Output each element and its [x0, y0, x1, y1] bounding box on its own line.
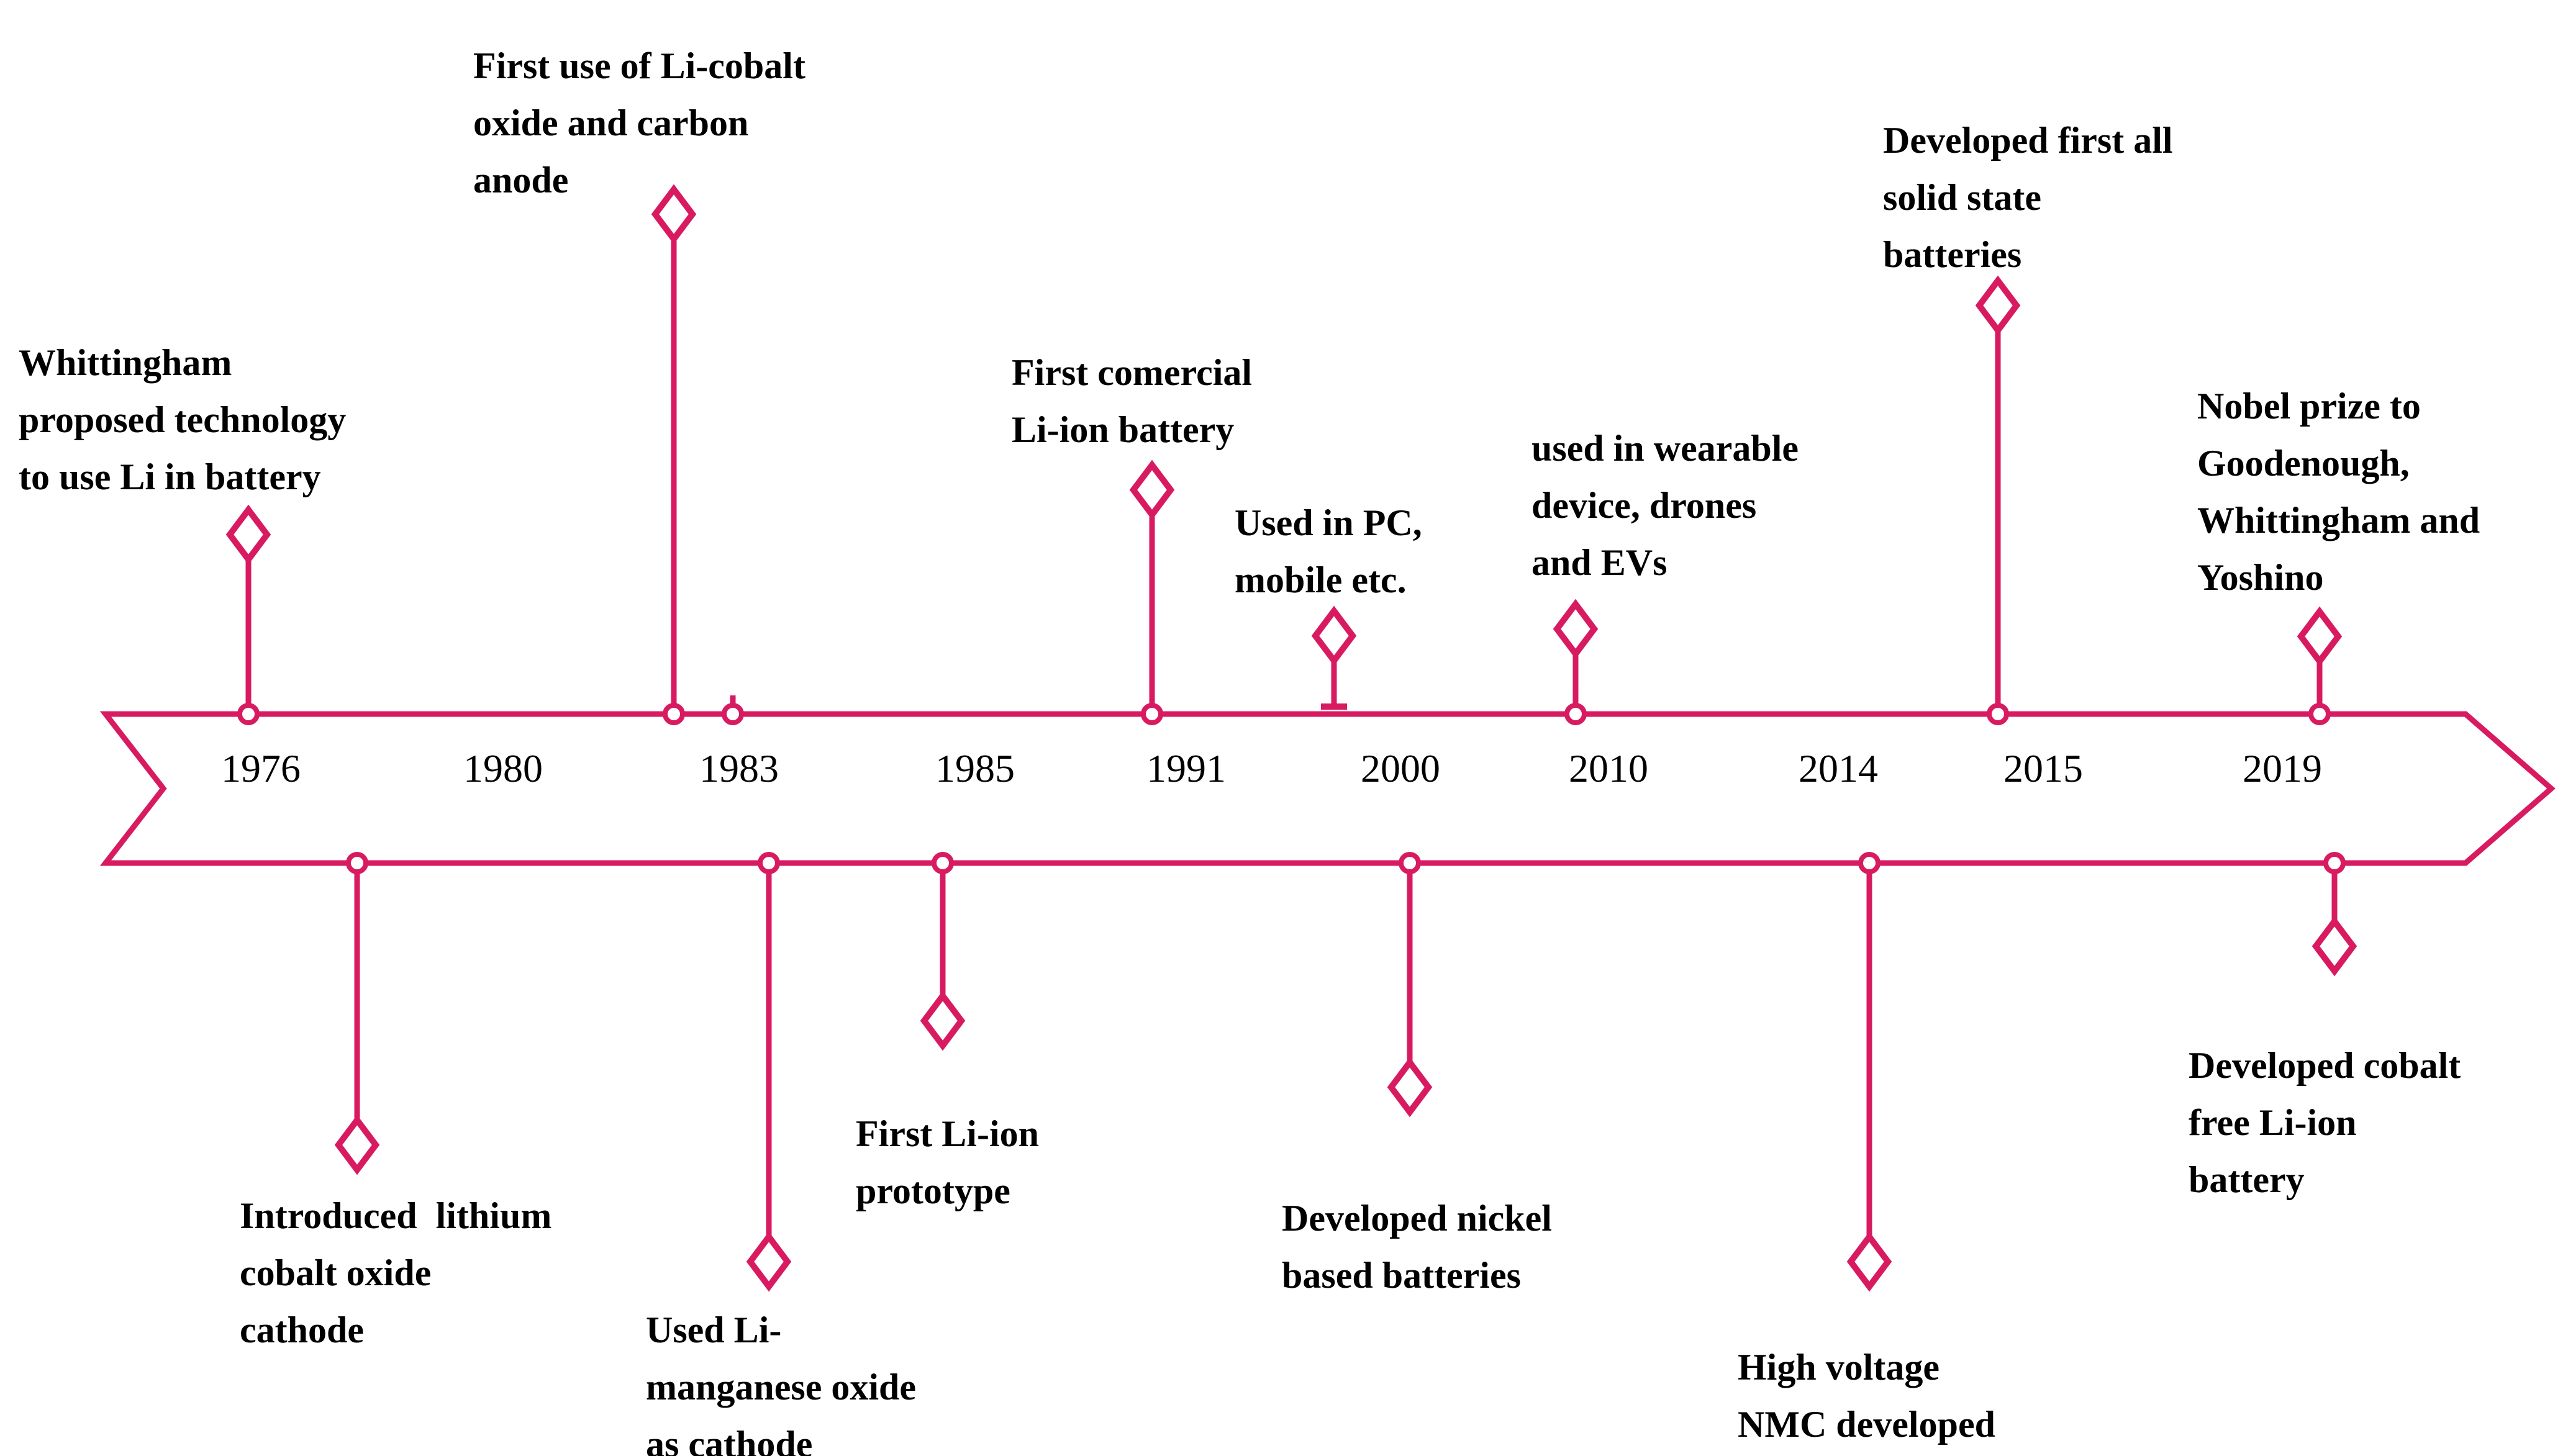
- connector-circle: [1141, 703, 1163, 725]
- event-text-line: NMC developed: [1738, 1404, 1995, 1445]
- event-text-line: to use Li in battery: [19, 456, 321, 497]
- year-label-2000: 2000: [1361, 746, 1440, 790]
- event-2010-wearable-drones-evs: used in wearable device, drones and EVs: [1531, 420, 1799, 591]
- event-text-line: battery: [2189, 1159, 2305, 1200]
- event-marker-diamond-2019-bottom: [2312, 916, 2357, 977]
- event-2015-solid-state: Developed first all solid state batterie…: [1883, 112, 2173, 283]
- event-text-line: Introduced lithium: [240, 1195, 552, 1236]
- connector-circle: [758, 852, 780, 874]
- event-text-line: anode: [473, 160, 569, 201]
- event-marker-diamond-1983-top: [651, 184, 697, 245]
- year-label-1983: 1983: [699, 746, 779, 790]
- event-text-line: manganese oxide: [646, 1367, 916, 1408]
- year-label-2019: 2019: [2243, 746, 2322, 790]
- connector-circle: [237, 703, 260, 725]
- stem-foot: [1321, 703, 1347, 710]
- event-text-line: High voltage: [1738, 1347, 1940, 1388]
- event-1985-first-prototype: First Li-ion prototype: [856, 1105, 1039, 1219]
- event-1983-li-manganese-cathode: Used Li- manganese oxide as cathode: [646, 1301, 916, 1456]
- event-text-line: cobalt oxide: [240, 1252, 432, 1293]
- connector-circle: [2308, 703, 2331, 725]
- event-text-line: free Li-ion: [2189, 1102, 2357, 1143]
- event-2019-nobel-prize: Nobel prize to Goodenough, Whittingham a…: [2197, 378, 2480, 606]
- event-text-line: Goodenough,: [2197, 443, 2410, 484]
- event-text-line: used in wearable: [1531, 428, 1799, 469]
- connector-circle: [932, 852, 954, 874]
- event-2014-high-voltage-nmc: High voltage NMC developed: [1738, 1339, 1995, 1453]
- connector-circle: [1858, 852, 1881, 874]
- event-text-line: solid state: [1883, 177, 2041, 218]
- event-text-line: Developed cobalt: [2189, 1045, 2461, 1086]
- year-label-2014: 2014: [1799, 746, 1878, 790]
- year-label-2010: 2010: [1569, 746, 1648, 790]
- event-marker-diamond-1985: [920, 990, 966, 1051]
- event-used-in-pc-mobile: Used in PC, mobile etc.: [1235, 494, 1422, 608]
- event-2000-nickel-batteries: Developed nickel based batteries: [1282, 1190, 1552, 1304]
- event-text-line: proposed technology: [19, 399, 347, 440]
- year-label-1980: 1980: [463, 746, 543, 790]
- event-text-line: Developed first all: [1883, 120, 2173, 161]
- year-label-1991: 1991: [1146, 746, 1226, 790]
- event-text-line: Used Li-: [646, 1309, 782, 1350]
- event-marker-diamond-2014: [1846, 1231, 1892, 1292]
- event-text-line: Whittingham and: [2197, 500, 2480, 541]
- event-1976-whittingham-proposal: Whittingham proposed technology to use L…: [19, 334, 346, 505]
- event-marker-diamond-2010: [1553, 599, 1599, 659]
- connector-circle: [722, 703, 744, 725]
- event-text-line: Li-ion battery: [1012, 409, 1235, 450]
- event-2019-cobalt-free: Developed cobalt free Li-ion battery: [2189, 1037, 2461, 1208]
- event-text-line: First Li-ion: [856, 1113, 1039, 1154]
- timeline-band: [99, 711, 2556, 866]
- event-text-line: Nobel prize to: [2197, 386, 2421, 427]
- connector-circle: [1564, 703, 1587, 725]
- event-text-line: cathode: [240, 1309, 364, 1350]
- year-label-2015: 2015: [2003, 746, 2083, 790]
- event-marker-diamond-2015: [1975, 275, 2021, 336]
- event-marker-diamond-1991: [1129, 459, 1175, 520]
- year-label-1985: 1985: [935, 746, 1015, 790]
- event-marker-diamond-1980-bottom: [334, 1115, 380, 1175]
- event-marker-diamond-1976: [225, 504, 271, 565]
- connector-circle: [1399, 852, 1421, 874]
- event-text-line: Yoshino: [2197, 557, 2324, 598]
- connector-circle: [1987, 703, 2009, 725]
- event-text-line: First use of Li-cobalt: [473, 45, 805, 86]
- year-label-1976: 1976: [221, 746, 301, 790]
- event-text-line: batteries: [1883, 234, 2022, 275]
- event-text-line: based batteries: [1282, 1255, 1521, 1296]
- event-text-line: First comercial: [1012, 352, 1253, 393]
- event-marker-diamond-1983-bottom: [746, 1231, 792, 1292]
- event-marker-diamond-pc: [1311, 605, 1357, 666]
- event-marker-diamond-2000-bottom: [1387, 1057, 1433, 1118]
- event-text-line: Whittingham: [19, 342, 232, 383]
- connector-circle: [346, 852, 368, 874]
- event-text-line: prototype: [856, 1170, 1010, 1211]
- event-marker-diamond-2019-top: [2297, 606, 2343, 667]
- event-text-line: as cathode: [646, 1424, 813, 1456]
- event-text-line: mobile etc.: [1235, 559, 1407, 600]
- connector-circle: [663, 703, 685, 725]
- event-1991-first-commercial: First comercial Li-ion battery: [1012, 344, 1252, 458]
- event-text-line: Developed nickel: [1282, 1198, 1552, 1239]
- event-1983-li-cobalt-oxide: First use of Li-cobalt oxide and carbon …: [473, 37, 805, 209]
- event-1980-lithium-cobalt-cathode: Introduced lithium cobalt oxide cathode: [240, 1187, 551, 1359]
- connector-circle: [2323, 852, 2346, 874]
- event-text-line: and EVs: [1531, 542, 1667, 583]
- event-text-line: device, drones: [1531, 485, 1757, 526]
- event-text-line: oxide and carbon: [473, 102, 749, 143]
- event-text-line: Used in PC,: [1235, 502, 1422, 543]
